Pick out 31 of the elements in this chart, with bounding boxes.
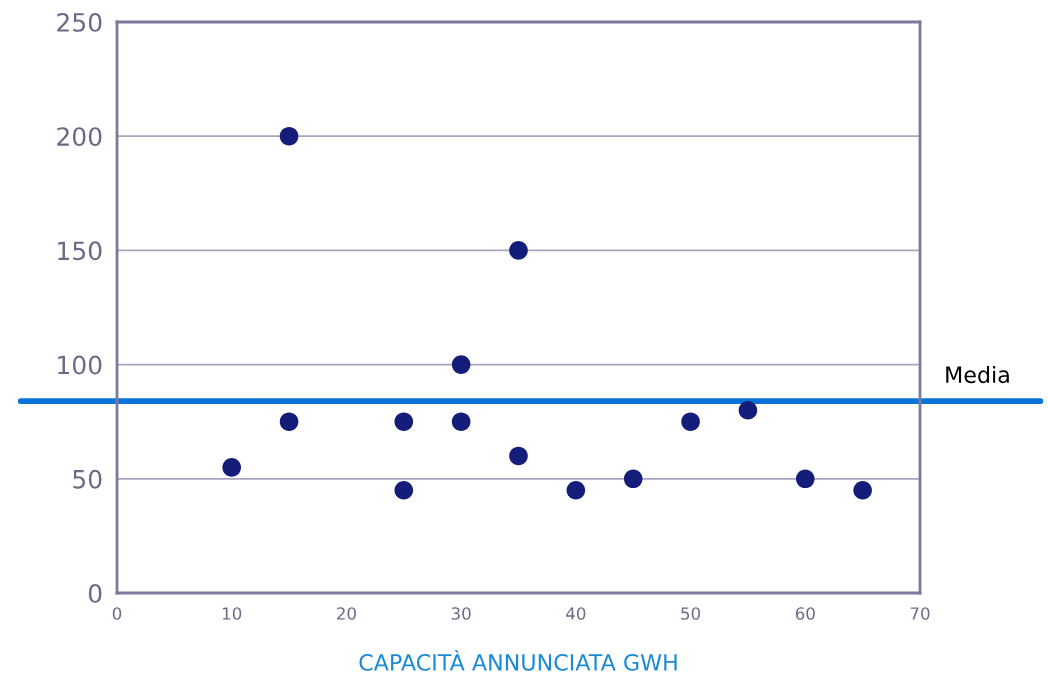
point [681, 412, 700, 432]
point [566, 480, 586, 500]
point [509, 241, 528, 260]
x-tick-label: 10 [222, 607, 242, 620]
point [795, 469, 815, 489]
y-tick-label: 100 [58, 355, 102, 375]
x-tick-label: 40 [566, 607, 586, 620]
point [279, 126, 299, 146]
point [451, 355, 471, 374]
point [623, 469, 643, 489]
point [222, 458, 242, 477]
x-axis-title: CAPACITÀ ANNUNCIATA GWH [359, 649, 677, 671]
x-tick-label: 20 [337, 607, 356, 620]
x-tick-label: 0 [112, 607, 122, 620]
y-tick-label: 250 [57, 12, 102, 32]
point [394, 412, 414, 432]
y-tick-label: 50 [73, 469, 102, 489]
point [451, 412, 471, 432]
x-tick-label: 70 [910, 607, 930, 620]
y-tick-label: 150 [58, 241, 102, 261]
x-tick-label: 50 [681, 607, 701, 620]
point [738, 400, 758, 420]
y-tick-label: 0 [88, 583, 102, 603]
x-tick-label: 30 [451, 607, 471, 620]
y-tick-label: 200 [57, 127, 102, 147]
x-tick-label: 60 [795, 607, 815, 620]
point [279, 412, 299, 432]
point [509, 446, 528, 466]
ref-line-label: Media [946, 365, 1009, 384]
point [853, 480, 872, 500]
point [394, 480, 414, 500]
